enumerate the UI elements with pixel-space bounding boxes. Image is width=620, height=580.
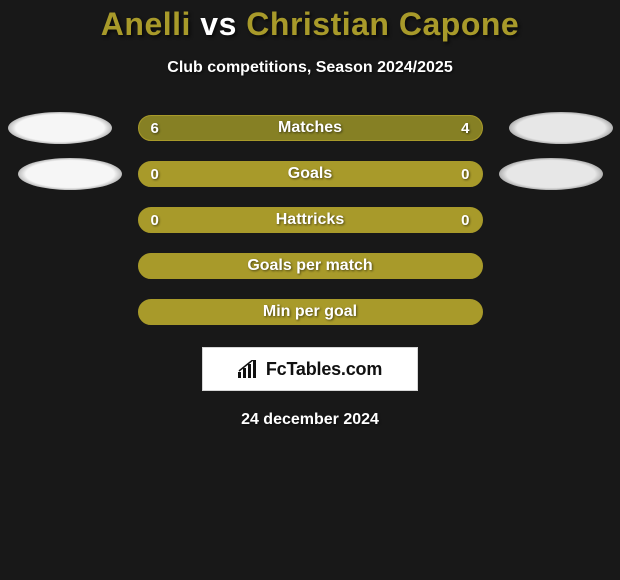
stat-value-right: 0 <box>461 208 469 232</box>
stat-pill: Goals0 0 <box>138 161 483 187</box>
stat-value-right: 0 <box>461 162 469 186</box>
stat-fill-left <box>139 116 346 140</box>
stat-fill-right <box>344 116 482 140</box>
stat-pill: Matches64 <box>138 115 483 141</box>
stat-pill: Goals per match <box>138 253 483 279</box>
player-left-avatar <box>18 158 122 190</box>
stat-label: Goals <box>139 162 482 186</box>
title-part-2: Christian Capone <box>246 6 519 42</box>
page-title: Anelli vs Christian Capone <box>101 6 519 43</box>
stat-row: Goals per match <box>138 253 483 279</box>
date: 24 december 2024 <box>241 411 379 429</box>
chart-icon <box>238 360 260 378</box>
stat-row: Min per goal <box>138 299 483 325</box>
player-right-avatar <box>499 158 603 190</box>
subtitle: Club competitions, Season 2024/2025 <box>167 59 452 77</box>
player-left-avatar <box>8 112 112 144</box>
stat-value-left: 0 <box>151 208 159 232</box>
stats-rows: Matches64Goals00Hattricks00Goals per mat… <box>0 115 620 325</box>
title-part-0: Anelli <box>101 6 191 42</box>
stat-value-left: 0 <box>151 162 159 186</box>
stat-label: Min per goal <box>139 300 482 324</box>
stat-pill: Min per goal <box>138 299 483 325</box>
title-part-1: vs <box>191 6 246 42</box>
player-right-avatar <box>509 112 613 144</box>
stat-label: Goals per match <box>139 254 482 278</box>
stat-pill: Hattricks0 0 <box>138 207 483 233</box>
brand-text: FcTables.com <box>266 359 382 380</box>
stat-label: Hattricks <box>139 208 482 232</box>
stat-row: Hattricks0 0 <box>138 207 483 233</box>
stat-row: Goals0 0 <box>138 161 483 187</box>
page: Anelli vs Christian Capone Club competit… <box>0 0 620 580</box>
brand-box: FcTables.com <box>202 347 418 391</box>
stat-row: Matches64 <box>138 115 483 141</box>
